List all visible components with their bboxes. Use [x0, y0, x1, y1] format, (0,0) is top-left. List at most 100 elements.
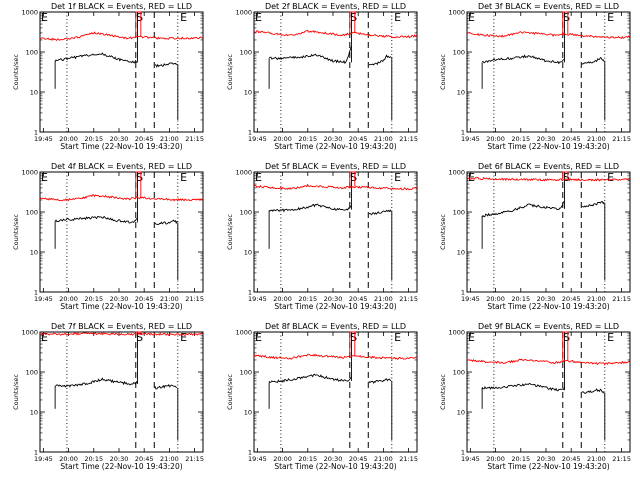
events-series-line [368, 378, 392, 384]
y-axis-label: Counts/sec [439, 214, 447, 250]
panel-4: Det 4f BLACK = Events, RED = LLD 1 10 100 10… [12, 162, 204, 311]
marker-label-e: E [394, 171, 401, 184]
x-axis-label: Start Time (22-Nov-10 19:43:20) [60, 302, 182, 311]
events-series-line [581, 201, 605, 208]
y-tick-label: 1 [34, 288, 38, 296]
x-tick-label: 21:15 [612, 135, 631, 143]
x-tick-label: 21:00 [374, 135, 393, 143]
x-tick-label: 20:00 [273, 135, 292, 143]
events-series-line [581, 388, 605, 395]
x-tick-label: 20:30 [324, 135, 343, 143]
x-tick-label: 20:15 [84, 135, 103, 143]
y-tick-label: 10 [457, 248, 465, 256]
x-tick-label: 21:00 [374, 455, 393, 463]
y-tick-label: 100 [453, 48, 465, 56]
x-tick-label: 19:45 [461, 455, 480, 463]
y-tick-label: 10 [244, 248, 252, 256]
lld-gap-spike [349, 11, 356, 33]
x-tick-label: 19:45 [461, 295, 480, 303]
x-tick-label: 21:15 [185, 135, 204, 143]
events-series-line [481, 382, 565, 392]
x-tick-label: 20:15 [511, 135, 530, 143]
y-tick-label: 100 [453, 208, 465, 216]
x-tick-label: 20:00 [59, 455, 78, 463]
x-tick-label: 20:30 [110, 295, 129, 303]
marker-label-e: E [180, 11, 187, 24]
lld-series-line [466, 31, 631, 40]
panel-title: Det 9f BLACK = Events, RED = LLD [478, 322, 619, 331]
events-series-line [268, 203, 352, 213]
marker-label-e: E [468, 11, 475, 24]
events-series-line [154, 62, 178, 68]
plot-frame [253, 11, 418, 133]
x-tick-label: 21:15 [399, 295, 418, 303]
panel-title: Det 7f BLACK = Events, RED = LLD [51, 322, 192, 331]
marker-label-e: E [394, 331, 401, 344]
events-series-line [54, 377, 138, 388]
x-tick-label: 20:45 [349, 455, 368, 463]
y-tick-label: 1 [248, 288, 252, 296]
y-axis-label: Counts/sec [439, 374, 447, 410]
x-tick-label: 20:45 [562, 455, 581, 463]
panel-title: Det 1f BLACK = Events, RED = LLD [51, 2, 192, 11]
x-tick-label: 20:00 [486, 455, 505, 463]
events-series-line [269, 46, 352, 65]
x-tick-label: 19:45 [248, 455, 267, 463]
marker-label-e: E [41, 11, 48, 24]
x-tick-label: 21:00 [160, 135, 179, 143]
events-series-line [54, 215, 138, 224]
y-tick-label: 1 [461, 448, 465, 456]
marker-label-e: E [607, 171, 614, 184]
marker-label-e: E [255, 11, 262, 24]
lld-gap-spike [135, 11, 142, 37]
y-axis-label: Counts/sec [226, 374, 234, 410]
x-tick-label: 20:00 [59, 295, 78, 303]
lld-series-line [253, 183, 418, 191]
marker-label-e: E [468, 171, 475, 184]
x-axis-label: Start Time (22-Nov-10 19:43:20) [274, 142, 396, 151]
y-tick-label: 1 [34, 448, 38, 456]
lld-gap-spike [135, 331, 142, 334]
y-tick-label: 100 [26, 48, 38, 56]
x-tick-label: 20:30 [110, 455, 129, 463]
x-tick-label: 20:00 [273, 295, 292, 303]
panel-2: Det 2f BLACK = Events, RED = LLD 1 10 100 10… [226, 2, 418, 151]
plot-frame [466, 171, 631, 293]
y-tick-label: 1000 [448, 8, 465, 16]
x-tick-label: 20:30 [324, 295, 343, 303]
lld-gap-spike [135, 171, 142, 198]
plot-frame [466, 11, 631, 133]
x-tick-label: 20:15 [298, 135, 317, 143]
lld-series-line [39, 331, 203, 337]
y-tick-label: 10 [30, 408, 38, 416]
y-tick-label: 1000 [21, 168, 38, 176]
panel-5: Det 5f BLACK = Events, RED = LLD 1 10 100 10… [226, 162, 418, 311]
x-tick-label: 20:30 [537, 455, 556, 463]
events-series-line [368, 209, 392, 216]
x-tick-label: 20:30 [324, 455, 343, 463]
x-tick-label: 20:15 [84, 455, 103, 463]
y-tick-label: 10 [244, 88, 252, 96]
y-tick-label: 1 [461, 288, 465, 296]
marker-label-e: E [41, 331, 48, 344]
events-series-line [54, 52, 138, 64]
lld-series-line [466, 176, 630, 182]
panel-3: Det 3f BLACK = Events, RED = LLD 1 10 100 10… [439, 2, 631, 151]
plot-frame [466, 331, 631, 453]
x-tick-label: 20:30 [537, 135, 556, 143]
x-tick-label: 21:15 [185, 295, 204, 303]
lld-series-line [253, 29, 418, 39]
y-tick-label: 1 [248, 128, 252, 136]
marker-label-e: E [180, 171, 187, 184]
x-tick-label: 19:45 [34, 135, 53, 143]
x-tick-label: 21:00 [160, 295, 179, 303]
x-tick-label: 20:00 [486, 295, 505, 303]
x-tick-label: 20:45 [135, 295, 154, 303]
y-axis-label: Counts/sec [12, 214, 20, 250]
x-tick-label: 20:45 [562, 135, 581, 143]
x-axis-label: Start Time (22-Nov-10 19:43:20) [60, 462, 182, 471]
y-tick-label: 10 [457, 408, 465, 416]
marker-label-s: S [563, 331, 570, 344]
marker-label-s: S [350, 11, 357, 24]
marker-label-s: S [136, 11, 143, 24]
